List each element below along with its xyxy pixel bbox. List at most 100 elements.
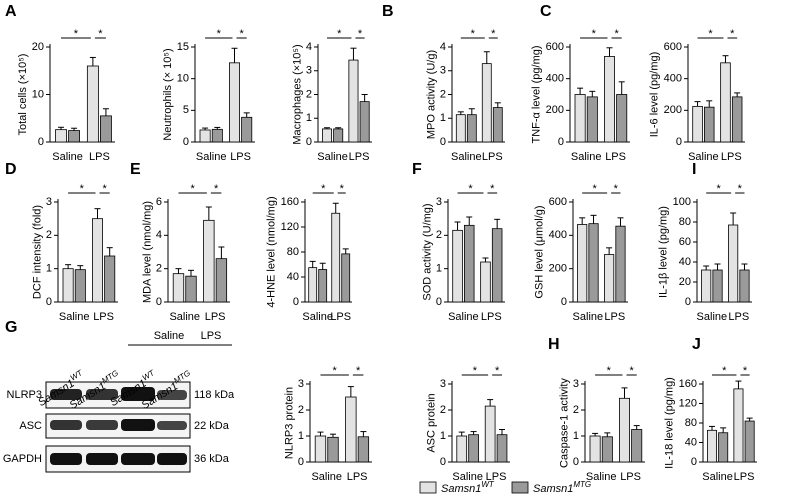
- bar: [359, 101, 370, 143]
- significance-label: *: [217, 28, 222, 40]
- bar: [348, 59, 359, 143]
- size-label: 22 kDa: [194, 420, 230, 432]
- bar: [185, 275, 197, 303]
- y-tick-label: 40: [679, 256, 691, 268]
- bar: [86, 65, 99, 143]
- band: [121, 419, 155, 431]
- significance-label: *: [214, 183, 219, 195]
- bar: [586, 96, 598, 143]
- panel-letter: I: [692, 161, 696, 178]
- x-tick-label: LPS: [734, 471, 755, 483]
- bar: [452, 229, 463, 303]
- x-tick-label: LPS: [93, 311, 114, 323]
- y-tick-label: 60: [679, 236, 691, 248]
- y-tick-label: 400: [546, 73, 564, 85]
- y-tick-label: 3: [306, 65, 312, 77]
- significance-label: *: [358, 28, 363, 40]
- protein-label: GAPDH: [3, 453, 42, 465]
- bar: [463, 224, 475, 303]
- bar: [55, 129, 67, 143]
- bar: [68, 130, 81, 143]
- significance-label: *: [239, 28, 244, 40]
- y-tick-label: 160: [281, 196, 299, 208]
- y-tick-label: 600: [549, 196, 567, 208]
- y-tick-label: 4: [306, 41, 312, 53]
- x-tick-label: Saline: [59, 311, 90, 323]
- band: [86, 389, 118, 400]
- superscript: WT: [69, 368, 85, 383]
- bar: [333, 128, 344, 143]
- bar: [631, 429, 643, 463]
- significance-label: *: [74, 28, 79, 40]
- y-axis-label: NLRP3 protein: [283, 387, 295, 459]
- y-tick-label: 120: [281, 221, 299, 233]
- y-tick-label: 40: [685, 436, 697, 448]
- bar: [616, 94, 628, 143]
- bar: [327, 436, 339, 463]
- group-label: LPS: [201, 330, 222, 342]
- y-tick-label: 200: [664, 104, 682, 116]
- significance-label: *: [730, 28, 735, 40]
- bar: [215, 258, 228, 303]
- x-tick-label: Saline: [196, 151, 227, 163]
- y-axis-label: IL-18 level (pg/mg): [663, 377, 675, 469]
- bar: [484, 405, 496, 463]
- band: [121, 453, 155, 465]
- y-tick-label: 0: [573, 456, 579, 468]
- significance-label: *: [340, 183, 345, 195]
- y-tick-label: 1: [440, 430, 446, 442]
- bar: [331, 212, 341, 303]
- significance-label: *: [102, 183, 107, 195]
- y-tick-label: 0: [38, 136, 44, 148]
- y-tick-label: 2: [298, 404, 304, 416]
- panel-letter: G: [5, 319, 17, 336]
- x-tick-label: LPS: [604, 311, 625, 323]
- bar: [707, 429, 717, 463]
- legend-label: Samsn1WT: [441, 480, 495, 495]
- y-tick-label: 6: [156, 196, 162, 208]
- y-tick-label: 200: [546, 104, 564, 116]
- bar: [308, 267, 318, 303]
- y-tick-label: 400: [549, 229, 567, 241]
- panel-letter: H: [548, 336, 560, 353]
- bar: [211, 128, 223, 143]
- y-tick-label: 80: [679, 216, 691, 228]
- y-axis-label: Caspase-1 activity: [558, 378, 570, 468]
- x-tick-label: LPS: [605, 151, 626, 163]
- y-axis-label: DCF intensity (fold): [31, 205, 43, 299]
- x-tick-label: Saline: [571, 151, 602, 163]
- y-axis-label: IL-6 level (pg/mg): [648, 52, 660, 138]
- bar: [619, 397, 631, 463]
- y-tick-label: 2: [306, 88, 312, 100]
- y-tick-label: 0: [306, 136, 312, 148]
- x-tick-label: Saline: [317, 151, 348, 163]
- bar: [601, 436, 613, 463]
- y-tick-label: 80: [685, 417, 697, 429]
- y-tick-label: 2: [440, 88, 446, 100]
- y-tick-label: 200: [549, 263, 567, 275]
- band: [157, 390, 187, 400]
- legend-swatch: [419, 481, 437, 494]
- y-tick-label: 1: [306, 112, 312, 124]
- y-tick-label: 1: [436, 263, 442, 275]
- y-axis-label: ASC protein: [425, 393, 437, 452]
- y-tick-label: 3: [436, 196, 442, 208]
- bar: [731, 96, 743, 143]
- legend-label: Samsn1MTG: [533, 480, 591, 495]
- y-tick-label: 0: [293, 296, 299, 308]
- significance-label: *: [356, 365, 361, 377]
- x-tick-label: LPS: [347, 471, 368, 483]
- significance-label: *: [607, 365, 612, 377]
- superscript: MTG: [573, 480, 591, 489]
- y-tick-label: 2: [46, 229, 52, 241]
- bar: [104, 255, 116, 303]
- y-axis-label: Total cells (×10⁵): [17, 54, 29, 136]
- superscript: WT: [481, 480, 495, 489]
- y-axis-label: 4-HNE level (nmol/mg): [265, 196, 277, 307]
- significance-label: *: [471, 28, 476, 40]
- y-tick-label: 0: [46, 296, 52, 308]
- y-tick-label: 2: [436, 229, 442, 241]
- blot-image: [45, 344, 232, 473]
- bar: [718, 432, 729, 463]
